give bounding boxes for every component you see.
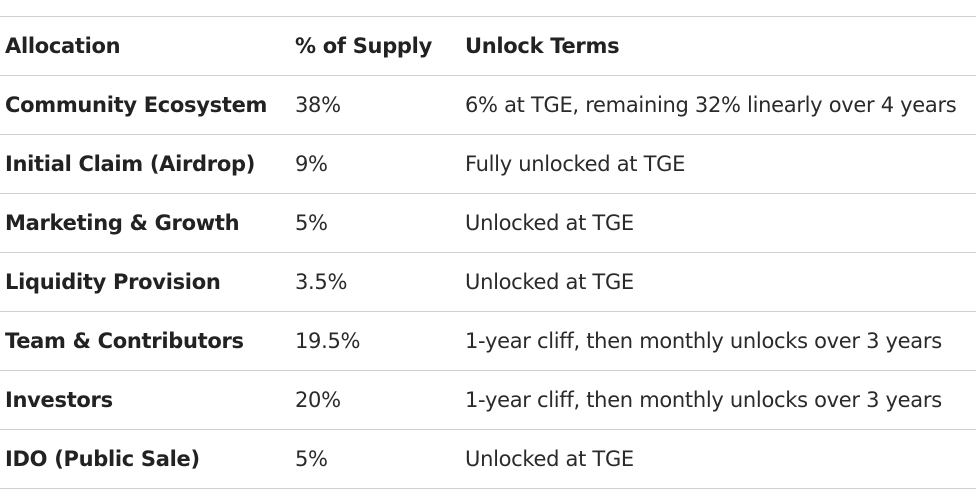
table-row: Investors 20% 1-year cliff, then monthly…	[0, 370, 976, 430]
allocation-cell: IDO (Public Sale)	[5, 447, 200, 471]
table-row: IDO (Public Sale) 5% Unlocked at TGE	[0, 429, 976, 489]
table-header-row: Allocation % of Supply Unlock Terms	[0, 16, 976, 76]
supply-cell: 5%	[295, 447, 328, 471]
unlock-terms-cell: Unlocked at TGE	[465, 211, 634, 235]
table-row: Marketing & Growth 5% Unlocked at TGE	[0, 193, 976, 253]
allocation-cell: Liquidity Provision	[5, 270, 221, 294]
header-unlock-terms: Unlock Terms	[465, 34, 620, 58]
token-allocation-table: Allocation % of Supply Unlock Terms Comm…	[0, 16, 976, 489]
table-row: Team & Contributors 19.5% 1-year cliff, …	[0, 311, 976, 371]
supply-cell: 5%	[295, 211, 328, 235]
table-row: Community Ecosystem 38% 6% at TGE, remai…	[0, 75, 976, 135]
allocation-cell: Team & Contributors	[5, 329, 244, 353]
unlock-terms-cell: 1-year cliff, then monthly unlocks over …	[465, 388, 942, 412]
unlock-terms-cell: Unlocked at TGE	[465, 270, 634, 294]
unlock-terms-cell: Fully unlocked at TGE	[465, 152, 686, 176]
table-row: Liquidity Provision 3.5% Unlocked at TGE	[0, 252, 976, 312]
supply-cell: 3.5%	[295, 270, 348, 294]
unlock-terms-cell: 6% at TGE, remaining 32% linearly over 4…	[465, 93, 957, 117]
table-row: Initial Claim (Airdrop) 9% Fully unlocke…	[0, 134, 976, 194]
supply-cell: 19.5%	[295, 329, 361, 353]
unlock-terms-cell: 1-year cliff, then monthly unlocks over …	[465, 329, 942, 353]
supply-cell: 38%	[295, 93, 341, 117]
supply-cell: 9%	[295, 152, 328, 176]
allocation-cell: Marketing & Growth	[5, 211, 240, 235]
allocation-cell: Community Ecosystem	[5, 93, 268, 117]
unlock-terms-cell: Unlocked at TGE	[465, 447, 634, 471]
header-supply: % of Supply	[295, 34, 432, 58]
allocation-cell: Initial Claim (Airdrop)	[5, 152, 256, 176]
supply-cell: 20%	[295, 388, 341, 412]
allocation-cell: Investors	[5, 388, 113, 412]
header-allocation: Allocation	[5, 34, 121, 58]
